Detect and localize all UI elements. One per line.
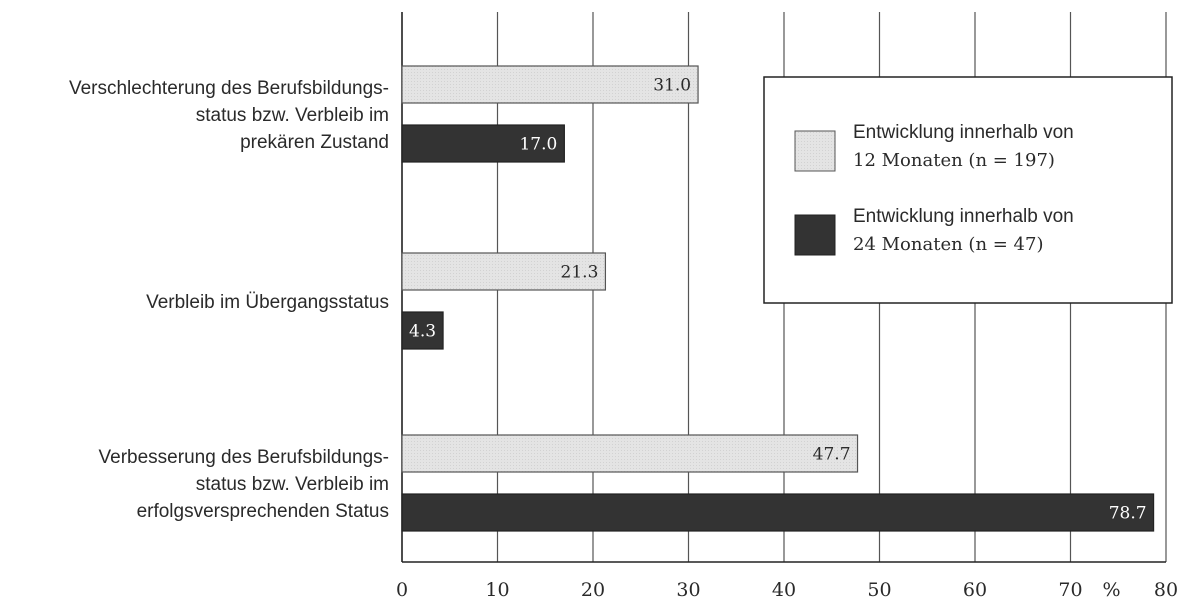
x-tick-label-40: 40 [772,579,796,600]
category-label-3-line-2: status bzw. Verbleib im [196,474,389,495]
bar-s2-c3 [401,493,1155,532]
bars: 31.0 17.0 21.3 4.3 47.7 78.7 [401,65,1155,532]
x-tick-label-70: 70 [1058,579,1082,600]
bar-s2-c1 [401,124,565,163]
x-tick-label-80: 80 [1154,579,1178,600]
legend-label-24-line2: 24 Monaten (n = 47) [853,234,1044,255]
bar-s1-c3 [401,434,859,473]
bar-value-label-s2-c3: 78.7 [1109,504,1147,524]
legend-label-24-line1: Entwicklung innerhalb von [853,206,1074,227]
bar-value-label-s2-c1: 17.0 [519,135,557,155]
category-labels: Verschlechterung des Berufsbildungs-stat… [69,78,389,522]
bar-s1-c2 [401,252,607,291]
bar-s2-c2 [401,311,444,350]
legend-box [763,76,1173,304]
bar-value-label-s1-c2: 21.3 [561,263,599,283]
x-tick-label-10: 10 [485,579,509,600]
bar-s1-c1 [401,65,699,104]
category-label-3-line-1: Verbesserung des Berufsbildungs- [99,447,389,468]
category-label-1-line-2: status bzw. Verbleib im [196,105,389,126]
category-label-1-line-1: Verschlechterung des Berufsbildungs- [69,78,389,99]
bar-value-label-s1-c1: 31.0 [653,76,691,96]
x-tick-label-20: 20 [581,579,605,600]
legend-swatch-12 [794,130,836,172]
x-tick-label-0: 0 [396,579,408,600]
category-label-2-line-1: Verbleib im Übergangsstatus [146,292,389,313]
legend: Entwicklung innerhalb von 12 Monaten (n … [763,76,1173,304]
category-label-3-line-3: erfolgsversprechenden Status [137,501,389,522]
x-axis: 0 10 20 30 40 50 60 70 80% [396,579,1178,600]
bar-value-label-s1-c3: 47.7 [813,445,851,465]
bar-value-label-s2-c2: 4.3 [409,322,436,342]
legend-label-12-line2: 12 Monaten (n = 197) [853,150,1055,171]
category-label-1-line-3: prekären Zustand [240,132,389,153]
legend-label-12-line1: Entwicklung innerhalb von [853,122,1074,143]
x-tick-label-60: 60 [963,579,987,600]
x-unit-label: % [1103,579,1121,600]
legend-swatch-24 [794,214,836,256]
x-tick-label-30: 30 [676,579,700,600]
x-tick-label-50: 50 [867,579,891,600]
